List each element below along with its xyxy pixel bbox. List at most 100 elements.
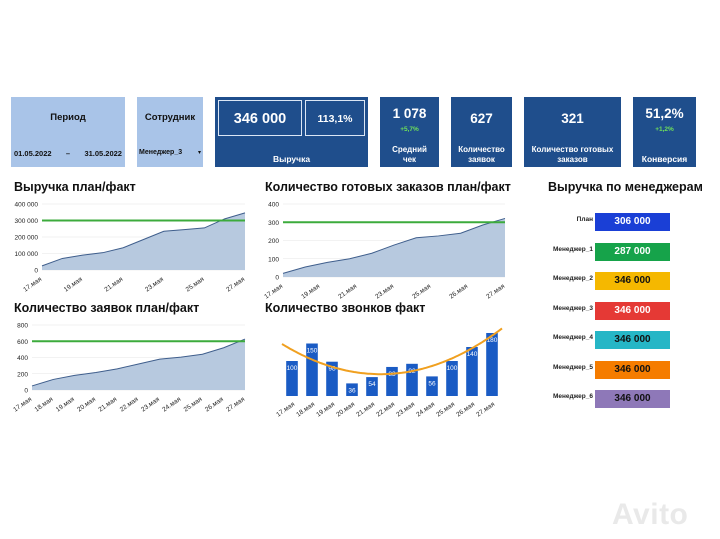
x-tick-label: 22.мая — [119, 396, 140, 414]
manager-name: Менеджер_1 — [552, 245, 593, 253]
fact-line — [41, 212, 246, 267]
manager-name: Менеджер_2 — [552, 275, 593, 282]
revenue-value: 346 000 — [233, 111, 287, 127]
x-tick-label: 19.мая — [300, 283, 321, 300]
manager-row: Менеджер_3 346 000 — [540, 301, 670, 320]
avg-check-value: 1 078 — [392, 106, 427, 121]
revenue-value-box: 346 000 — [218, 100, 302, 136]
period-filter[interactable]: Период 01.05.2022 – 31.05.2022 — [11, 97, 125, 167]
x-tick-label: 23.мая — [374, 283, 395, 300]
x-tick-label: 19.мая — [63, 276, 84, 294]
calls-bar-value: 150 — [307, 348, 318, 355]
calls-bar-value: 56 — [428, 380, 436, 387]
revenue-label: Выручка — [272, 154, 311, 164]
revenue-chart-title: Выручка план/факт — [14, 180, 136, 194]
orders-card: 321 Количество готовых заказов — [524, 97, 621, 167]
x-tick-label: 26.мая — [455, 401, 476, 419]
orders-area-chart: 0 100 200 300 400 17.мая 19.мая 21.мая 23.мая 25.… — [263, 202, 506, 301]
calls-trend-line — [281, 327, 503, 376]
x-tick-label: 20.мая — [76, 396, 97, 414]
conversion-delta: +1,2% — [655, 126, 674, 133]
period-range[interactable]: 01.05.2022 – 31.05.2022 — [14, 149, 122, 158]
calls-bar — [446, 361, 458, 396]
requests-value: 627 — [470, 111, 493, 126]
calls-bar — [386, 366, 398, 396]
x-tick-label: 26.мая — [204, 396, 225, 414]
x-tick-label: 23.мая — [144, 276, 165, 294]
calls-bar-value: 140 — [467, 351, 478, 358]
x-tick-label: 26.мая — [448, 283, 469, 300]
x-tick-label: 24.мая — [161, 396, 182, 414]
y-tick-label: 100 — [268, 256, 279, 263]
fact-line — [282, 217, 506, 274]
area-fill — [32, 339, 245, 390]
x-tick-label: 21.мая — [103, 276, 124, 294]
employee-filter[interactable]: Сотрудник Менеджер_3 ▾ — [137, 97, 203, 167]
conversion-card: 51,2% +1,2% Конверсия — [633, 97, 696, 167]
x-tick-label: 24.мая — [415, 401, 436, 419]
x-tick-label: 18.мая — [34, 396, 55, 414]
calls-bar — [306, 343, 318, 396]
y-tick-label: 0 — [34, 268, 38, 275]
manager-name: Менеджер_4 — [552, 334, 593, 341]
calls-bar-value: 36 — [348, 387, 356, 394]
manager-bar: 346 000 — [595, 272, 670, 290]
revenue-card: 346 000 113,1% Выручка — [215, 97, 368, 167]
period-to: 31.05.2022 — [84, 149, 122, 158]
calls-bar — [406, 363, 418, 396]
conversion-value: 51,2% — [645, 106, 684, 121]
manager-name: Менеджер_6 — [552, 393, 593, 400]
y-tick-label: 400 000 — [15, 202, 39, 209]
calls-bar — [286, 361, 298, 396]
y-tick-label: 300 000 — [15, 218, 39, 225]
revenue-percent: 113,1% — [317, 113, 353, 125]
calls-bar-value: 98 — [328, 366, 336, 373]
employee-select[interactable]: Менеджер_3 ▾ — [139, 149, 201, 156]
avg-check-card: 1 078 +5,7% Средний чек — [380, 97, 439, 167]
requests-card: 627 Количество заявок — [451, 97, 512, 167]
requests-area-chart: 0 200 400 600 800 17.мая 18.мая 19.мая 20.мая 21.… — [12, 323, 246, 414]
managers-chart-title: Выручка по менеджерам — [548, 180, 703, 194]
employee-label: Сотрудник — [144, 112, 196, 123]
calls-bar-value: 54 — [368, 381, 376, 388]
orders-value: 321 — [561, 111, 584, 126]
x-tick-label: 25.мая — [411, 283, 432, 300]
calls-bar-value: 100 — [287, 365, 298, 372]
revenue-area-chart: 0 100 000 200 000 300 000 400 000 17.мая 19.ма… — [15, 202, 247, 294]
y-tick-label: 300 — [268, 220, 279, 227]
calls-chart-title: Количество звонков факт — [265, 301, 426, 315]
y-tick-label: 800 — [17, 323, 28, 330]
orders-chart-title: Количество готовых заказов план/факт — [265, 180, 511, 194]
calls-bar-value: 100 — [447, 365, 458, 372]
period-separator: – — [65, 149, 71, 158]
revenue-percent-box: 113,1% — [305, 100, 365, 136]
manager-name: План — [576, 216, 593, 223]
x-tick-label: 21.мая — [355, 401, 376, 419]
calls-bar — [466, 347, 478, 396]
y-tick-label: 200 000 — [15, 235, 39, 242]
requests-chart-title: Количество заявок план/факт — [14, 301, 200, 315]
x-tick-label: 19.мая — [55, 396, 76, 414]
manager-row: Менеджер_2 346 000 — [540, 272, 670, 290]
manager-row: Менеджер_1 287 000 — [540, 242, 670, 261]
x-tick-label: 17.мая — [263, 283, 284, 300]
calls-bar — [326, 361, 338, 396]
x-tick-label: 25.мая — [435, 401, 456, 419]
calls-bar-value: 180 — [487, 337, 498, 344]
y-tick-label: 200 — [268, 238, 279, 245]
y-tick-label: 600 — [17, 339, 28, 346]
x-tick-label: 27.мая — [225, 396, 246, 414]
x-tick-label: 20.мая — [335, 401, 356, 419]
orders-label: Количество готовых заказов — [531, 145, 614, 164]
period-from: 01.05.2022 — [14, 149, 52, 158]
conversion-label: Конверсия — [641, 154, 688, 164]
y-tick-label: 200 — [17, 371, 28, 378]
y-tick-label: 400 — [17, 355, 28, 362]
manager-bar: 287 000 — [595, 242, 670, 261]
requests-label: Количество заявок — [458, 145, 505, 164]
x-tick-label: 21.мая — [97, 396, 118, 414]
x-tick-label: 25.мая — [183, 396, 204, 414]
x-tick-label: 23.мая — [140, 396, 161, 414]
x-tick-label: 17.мая — [275, 401, 296, 419]
avg-check-label: Средний чек — [392, 145, 427, 164]
